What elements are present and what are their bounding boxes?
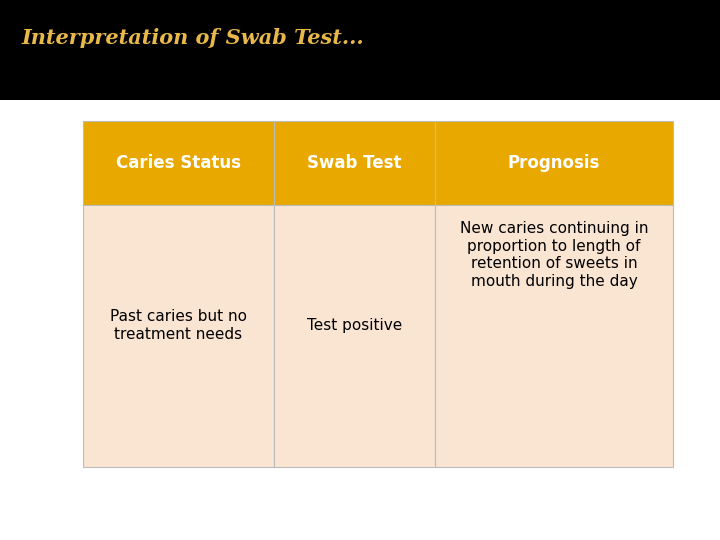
Bar	[274, 122, 435, 205]
Bar	[0, 0, 720, 100]
Text: Interpretation of Swab Test...: Interpretation of Swab Test...	[22, 28, 364, 48]
Text: Caries Status: Caries Status	[116, 154, 241, 172]
Text: New caries continuing in
proportion to length of
retention of sweets in
mouth du: New caries continuing in proportion to l…	[460, 221, 649, 288]
Bar	[435, 205, 673, 467]
Bar	[83, 205, 274, 467]
Bar	[435, 122, 673, 205]
Text: Past caries but no
treatment needs: Past caries but no treatment needs	[110, 309, 247, 341]
Bar	[83, 122, 274, 205]
Text: Test positive: Test positive	[307, 318, 402, 333]
Text: Prognosis: Prognosis	[508, 154, 600, 172]
Text: Swab Test: Swab Test	[307, 154, 402, 172]
Bar	[274, 205, 435, 467]
